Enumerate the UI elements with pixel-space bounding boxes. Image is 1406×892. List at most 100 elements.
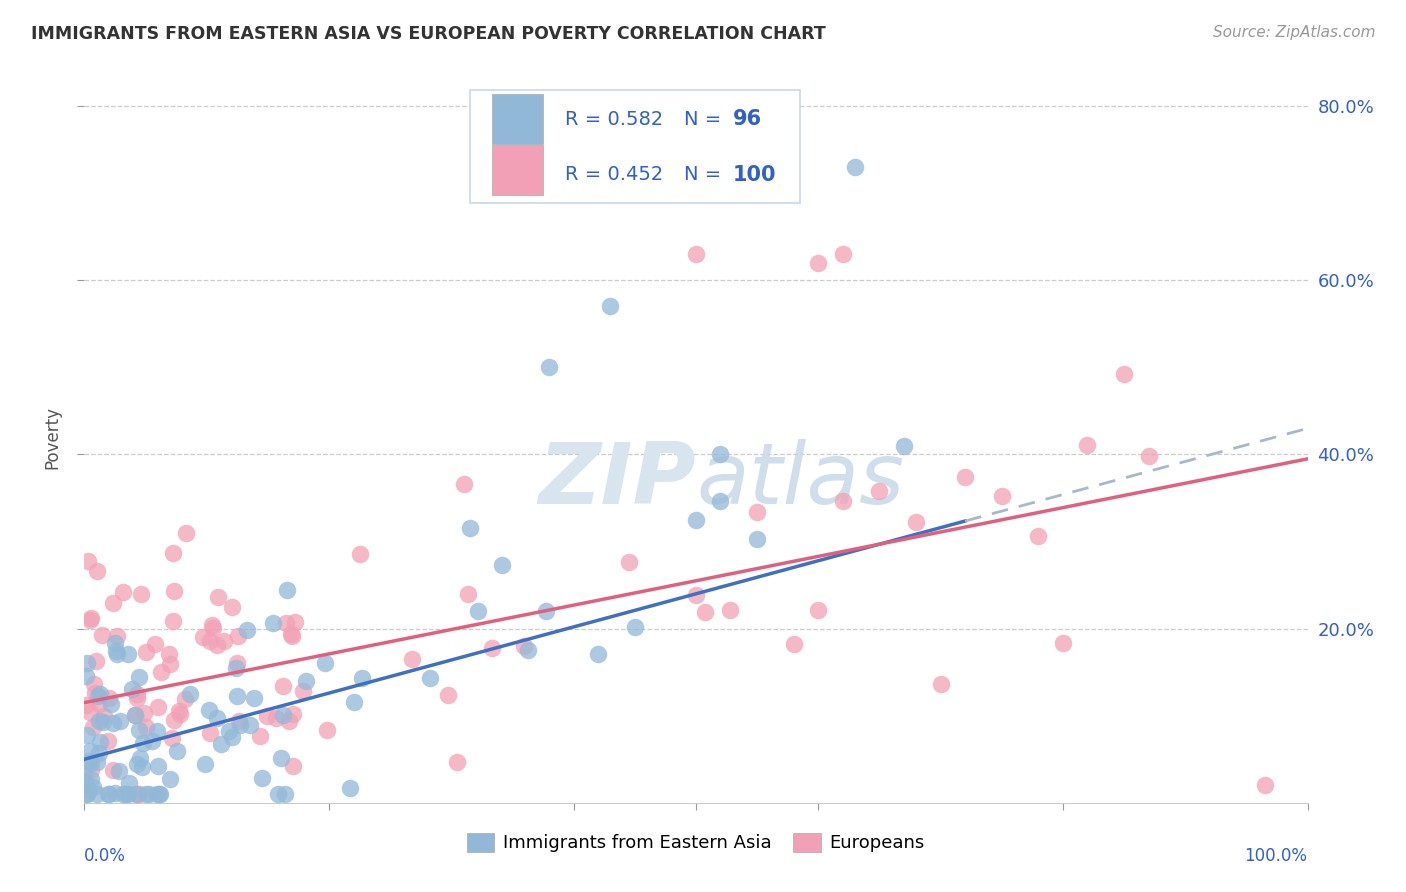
- Point: [112, 585, 135, 599]
- Point: [458, 521, 481, 535]
- Point: [225, 660, 247, 674]
- Point: [128, 670, 150, 684]
- Point: [831, 493, 853, 508]
- Point: [84, 686, 107, 700]
- Text: IMMIGRANTS FROM EASTERN ASIA VS EUROPEAN POVERTY CORRELATION CHART: IMMIGRANTS FROM EASTERN ASIA VS EUROPEAN…: [31, 25, 825, 43]
- Point: [101, 716, 124, 731]
- Point: [869, 483, 891, 498]
- Point: [131, 587, 153, 601]
- Point: [205, 711, 228, 725]
- Point: [82, 780, 104, 794]
- Point: [783, 637, 806, 651]
- FancyBboxPatch shape: [492, 145, 543, 195]
- Point: [538, 186, 561, 201]
- Point: [291, 683, 314, 698]
- Point: [807, 256, 830, 270]
- Point: [262, 616, 284, 631]
- Point: [149, 665, 172, 680]
- Point: [226, 629, 249, 643]
- Point: [280, 627, 302, 641]
- Point: [401, 652, 423, 666]
- Point: [1137, 449, 1160, 463]
- Text: 0.0%: 0.0%: [84, 847, 127, 864]
- Point: [75, 669, 97, 683]
- Point: [101, 596, 124, 610]
- Point: [162, 546, 184, 560]
- Point: [118, 775, 141, 789]
- Point: [148, 787, 170, 801]
- Point: [953, 470, 976, 484]
- Point: [169, 706, 191, 721]
- Point: [77, 554, 100, 568]
- Point: [124, 708, 146, 723]
- Point: [281, 759, 304, 773]
- Point: [693, 606, 716, 620]
- Point: [226, 690, 249, 704]
- Point: [125, 787, 148, 801]
- Point: [342, 695, 364, 709]
- Point: [135, 720, 157, 734]
- Point: [80, 763, 103, 777]
- Point: [201, 617, 224, 632]
- Point: [86, 755, 108, 769]
- Point: [105, 629, 128, 643]
- Point: [163, 583, 186, 598]
- Point: [159, 657, 181, 671]
- Point: [905, 516, 928, 530]
- Point: [79, 705, 101, 719]
- Point: [179, 687, 201, 701]
- Point: [1114, 367, 1136, 381]
- Point: [512, 639, 534, 653]
- Point: [491, 558, 513, 572]
- Point: [350, 671, 373, 685]
- Point: [160, 731, 183, 746]
- Point: [624, 620, 647, 634]
- Point: [236, 623, 259, 637]
- Point: [274, 616, 297, 631]
- Point: [276, 582, 298, 597]
- Point: [718, 603, 741, 617]
- Point: [1028, 529, 1050, 543]
- Point: [80, 772, 103, 787]
- Point: [173, 692, 195, 706]
- Point: [121, 681, 143, 696]
- Point: [97, 734, 120, 748]
- Point: [76, 656, 98, 670]
- Point: [97, 787, 120, 801]
- Point: [831, 247, 853, 261]
- Point: [105, 643, 128, 657]
- Point: [167, 704, 190, 718]
- Text: R = 0.452: R = 0.452: [565, 165, 664, 184]
- Point: [128, 751, 150, 765]
- Point: [747, 533, 769, 547]
- Point: [86, 564, 108, 578]
- Point: [893, 439, 915, 453]
- Point: [87, 714, 110, 729]
- Point: [132, 736, 155, 750]
- Point: [271, 708, 294, 723]
- Point: [124, 708, 146, 723]
- Point: [157, 647, 180, 661]
- Point: [83, 677, 105, 691]
- Point: [89, 687, 111, 701]
- Point: [198, 725, 221, 739]
- Point: [221, 730, 243, 744]
- Text: 100: 100: [733, 165, 776, 185]
- FancyBboxPatch shape: [470, 90, 800, 203]
- Point: [87, 697, 110, 711]
- Point: [314, 656, 336, 670]
- Point: [252, 771, 274, 785]
- Text: atlas: atlas: [696, 440, 904, 523]
- Point: [243, 691, 266, 706]
- Point: [294, 673, 316, 688]
- Point: [82, 720, 104, 734]
- Point: [75, 698, 97, 713]
- Point: [225, 657, 247, 671]
- Point: [117, 647, 139, 661]
- Point: [197, 703, 219, 717]
- Point: [277, 714, 299, 729]
- Point: [270, 751, 292, 765]
- Point: [131, 760, 153, 774]
- Point: [349, 547, 371, 561]
- Point: [166, 744, 188, 758]
